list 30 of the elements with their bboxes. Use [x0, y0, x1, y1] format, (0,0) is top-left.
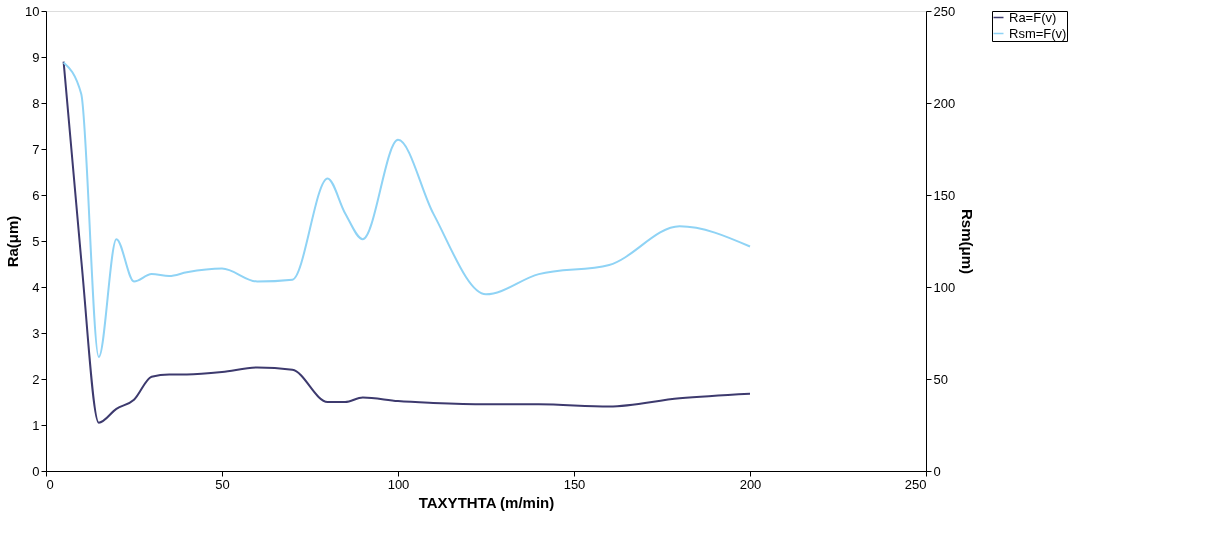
line-series — [62, 61, 751, 358]
y2-tick-label: 0 — [933, 463, 941, 479]
y-tick-label: 0 — [32, 463, 40, 479]
x-tick-label: 100 — [387, 476, 410, 492]
y2-tick-label: 150 — [933, 187, 956, 203]
y-tick-label: 9 — [32, 49, 40, 65]
y2-axis-title: Rsm(μm) — [959, 208, 977, 275]
y-tick-label: 1 — [32, 417, 40, 433]
y-tick-label: 3 — [32, 325, 40, 341]
y2-tick-label: 100 — [933, 279, 956, 295]
y-tick-label: 5 — [32, 233, 40, 249]
legend-label: Rsm=F(v) — [1009, 25, 1067, 41]
y-tick-label: 2 — [32, 371, 40, 387]
line-series — [62, 60, 751, 424]
x-tick-label: 150 — [563, 476, 586, 492]
x-tick-label: 200 — [739, 476, 762, 492]
y2-tick-label: 50 — [933, 371, 948, 387]
y-tick-label: 8 — [32, 95, 40, 111]
y-tick-label: 6 — [32, 187, 40, 203]
x-axis-title: TAXYTHTA (m/min) — [418, 493, 555, 511]
y-tick-label: 7 — [32, 141, 40, 157]
x-tick-label: 0 — [46, 476, 54, 492]
y-axis-title: Ra(μm) — [4, 215, 22, 268]
y2-tick-label: 200 — [933, 95, 956, 111]
y-tick-label: 10 — [25, 3, 40, 19]
x-tick-label: 250 — [904, 476, 927, 492]
y2-tick-label: 250 — [933, 3, 956, 19]
legend-label: Ra=F(v) — [1009, 9, 1057, 25]
y-tick-label: 4 — [32, 279, 40, 295]
x-tick-label: 50 — [215, 476, 230, 492]
